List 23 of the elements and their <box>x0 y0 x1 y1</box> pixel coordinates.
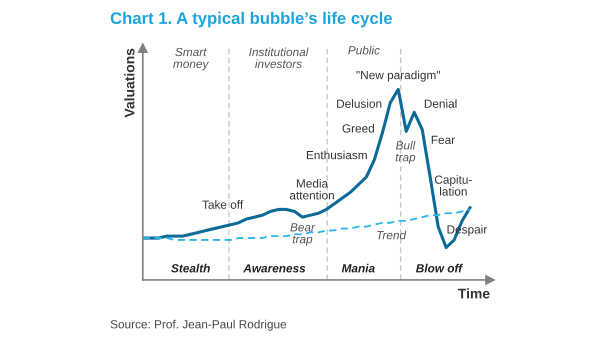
annotation: Stealth <box>171 264 210 272</box>
annotation: Media attention <box>290 178 334 200</box>
annotation: Bull trap <box>396 140 416 164</box>
annotation: Awareness <box>243 264 306 272</box>
annotation: Take off <box>202 200 244 209</box>
annotation: Blow off <box>416 264 464 272</box>
annotation: Delusion <box>337 99 382 108</box>
x-axis-title: Time <box>458 288 490 298</box>
text: "New paradigm" <box>356 70 440 82</box>
annotation: Capitu- lation <box>434 175 472 196</box>
text: Institutional investors <box>249 48 309 68</box>
chart-title: Chart 1. A typical bubble’s life cycle <box>110 12 392 28</box>
annotation: Mania <box>342 264 375 272</box>
source-note: Source: Prof. Jean-Paul Rodrigue <box>110 320 286 331</box>
annotation: Denial <box>424 99 456 108</box>
text: Public <box>348 46 380 54</box>
text: Smart money <box>173 48 209 70</box>
annotation: Fear <box>432 136 455 144</box>
annotation: Trend <box>377 230 406 240</box>
annotation: Bear trap <box>290 223 316 246</box>
y-axis-title: Valuations <box>124 48 134 118</box>
annotation: Greed <box>342 124 374 133</box>
annotation: Enthusiasm <box>306 150 367 160</box>
